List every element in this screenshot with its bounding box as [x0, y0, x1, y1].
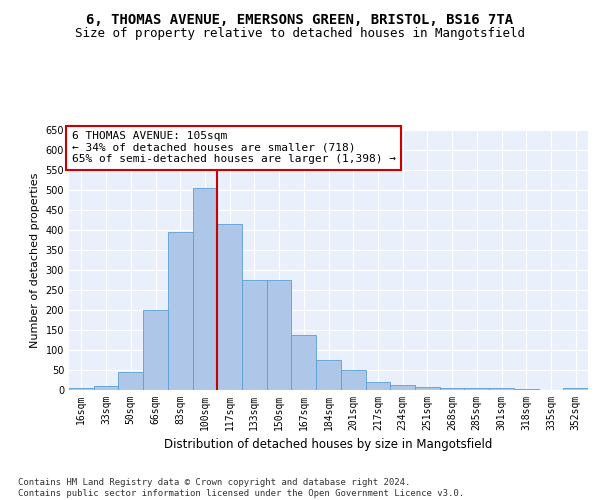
Bar — [341, 370, 365, 390]
Bar — [193, 188, 217, 390]
Y-axis label: Number of detached properties: Number of detached properties — [30, 172, 40, 348]
Bar — [69, 388, 94, 390]
Bar — [292, 335, 316, 390]
Bar — [365, 382, 390, 390]
X-axis label: Distribution of detached houses by size in Mangotsfield: Distribution of detached houses by size … — [164, 438, 493, 452]
Text: Size of property relative to detached houses in Mangotsfield: Size of property relative to detached ho… — [75, 28, 525, 40]
Bar — [514, 389, 539, 390]
Bar — [563, 388, 588, 390]
Bar — [390, 385, 415, 390]
Bar — [143, 310, 168, 390]
Bar — [118, 372, 143, 390]
Bar — [489, 388, 514, 390]
Bar — [242, 280, 267, 390]
Text: Contains HM Land Registry data © Crown copyright and database right 2024.
Contai: Contains HM Land Registry data © Crown c… — [18, 478, 464, 498]
Bar — [464, 388, 489, 390]
Bar — [168, 232, 193, 390]
Text: 6 THOMAS AVENUE: 105sqm
← 34% of detached houses are smaller (718)
65% of semi-d: 6 THOMAS AVENUE: 105sqm ← 34% of detache… — [71, 132, 395, 164]
Bar — [415, 387, 440, 390]
Bar — [217, 224, 242, 390]
Bar — [267, 280, 292, 390]
Bar — [316, 360, 341, 390]
Bar — [440, 388, 464, 390]
Bar — [94, 386, 118, 390]
Text: 6, THOMAS AVENUE, EMERSONS GREEN, BRISTOL, BS16 7TA: 6, THOMAS AVENUE, EMERSONS GREEN, BRISTO… — [86, 12, 514, 26]
